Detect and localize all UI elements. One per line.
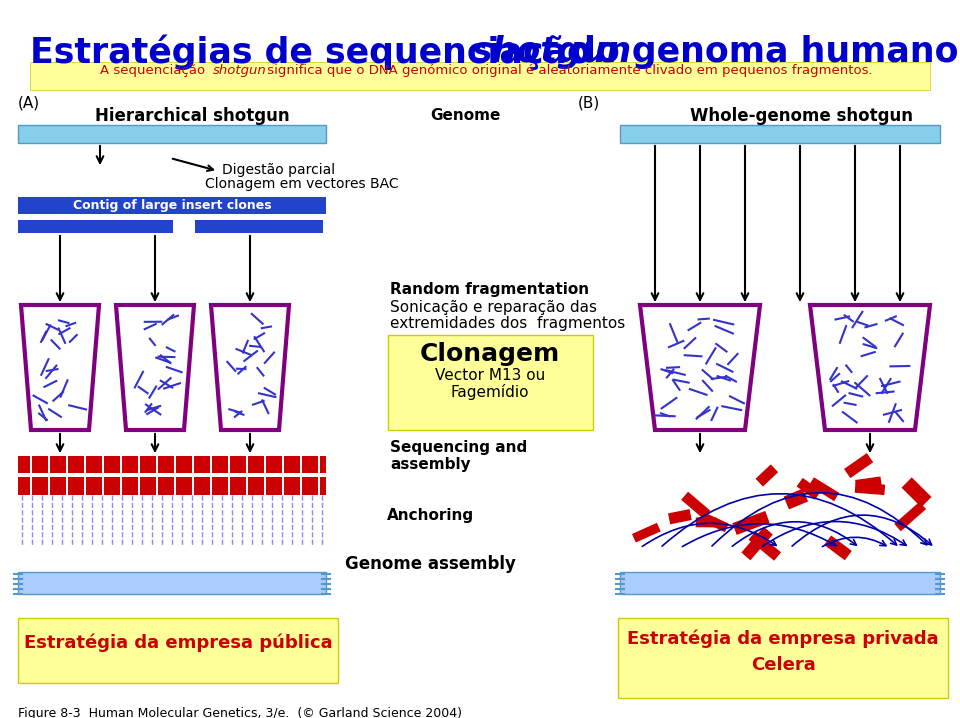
Bar <box>30 62 930 90</box>
Bar <box>102 456 104 473</box>
Polygon shape <box>640 305 760 430</box>
Text: Whole-genome shotgun: Whole-genome shotgun <box>690 107 913 125</box>
Bar <box>30 477 32 495</box>
Text: Figure 8-3  Human Molecular Genetics, 3/e.  (© Garland Science 2004): Figure 8-3 Human Molecular Genetics, 3/e… <box>18 707 462 718</box>
Bar <box>318 456 320 473</box>
Text: Estratégia da empresa privada: Estratégia da empresa privada <box>627 630 939 648</box>
Bar <box>174 456 176 473</box>
Bar <box>228 456 230 473</box>
Bar <box>749 531 781 561</box>
Bar <box>210 456 212 473</box>
Bar <box>18 197 326 214</box>
Bar <box>300 456 302 473</box>
Bar <box>854 482 885 495</box>
Text: shotgun: shotgun <box>472 35 633 69</box>
Polygon shape <box>21 305 99 430</box>
Bar <box>102 477 104 495</box>
Bar <box>138 477 140 495</box>
Bar <box>388 335 593 430</box>
Bar <box>18 456 326 473</box>
Bar <box>18 477 326 495</box>
Text: significa que o DNA genómico original é aleatoriamente clivado em pequenos fragm: significa que o DNA genómico original é … <box>263 64 873 77</box>
Bar <box>18 618 338 683</box>
Text: Estratégia da empresa pública: Estratégia da empresa pública <box>24 633 332 651</box>
Bar <box>756 465 779 487</box>
Bar <box>844 453 874 478</box>
Bar <box>618 618 948 698</box>
Bar <box>783 489 808 509</box>
Text: Celera: Celera <box>751 656 815 674</box>
Bar <box>797 478 821 500</box>
Bar <box>138 456 140 473</box>
Bar <box>18 220 173 233</box>
Bar <box>195 220 323 233</box>
Bar <box>682 492 710 519</box>
Bar <box>620 572 940 594</box>
Bar <box>824 536 852 560</box>
Bar <box>174 477 176 495</box>
Bar <box>732 511 770 535</box>
Text: Vector M13 ou: Vector M13 ou <box>435 368 545 383</box>
Bar <box>741 527 773 560</box>
Bar <box>228 477 230 495</box>
Bar <box>18 572 326 594</box>
Bar <box>855 477 882 490</box>
Bar <box>66 456 68 473</box>
Bar <box>809 477 839 501</box>
Text: Genome assembly: Genome assembly <box>345 555 516 573</box>
Text: do genoma humano: do genoma humano <box>559 35 958 69</box>
Text: Estratégias de sequenciação: Estratégias de sequenciação <box>30 35 603 70</box>
Bar <box>282 456 284 473</box>
Text: Clonagem: Clonagem <box>420 342 560 366</box>
Text: Random fragmentation: Random fragmentation <box>390 282 589 297</box>
Text: extremidades dos  fragmentos: extremidades dos fragmentos <box>390 316 625 331</box>
Bar <box>48 477 50 495</box>
Text: (B): (B) <box>578 95 600 110</box>
Text: (A): (A) <box>18 95 40 110</box>
Bar <box>696 518 717 528</box>
Bar <box>282 477 284 495</box>
Bar <box>18 125 326 143</box>
Text: shotgun: shotgun <box>213 64 267 77</box>
Bar <box>668 509 692 524</box>
Bar <box>300 477 302 495</box>
Text: Sonicação e reparação das: Sonicação e reparação das <box>390 300 597 315</box>
Bar <box>246 477 248 495</box>
Bar <box>632 523 660 543</box>
Text: Clonagem em vectores BAC: Clonagem em vectores BAC <box>205 177 398 191</box>
Bar <box>120 456 122 473</box>
Text: Sequencing and
assembly: Sequencing and assembly <box>390 440 527 472</box>
Text: A sequenciação: A sequenciação <box>100 64 209 77</box>
Text: Genome: Genome <box>430 108 500 123</box>
Bar <box>156 456 158 473</box>
Bar <box>264 456 266 473</box>
Bar <box>84 456 86 473</box>
Bar <box>84 477 86 495</box>
Bar <box>66 477 68 495</box>
Bar <box>318 477 320 495</box>
Bar <box>30 456 32 473</box>
Bar <box>192 456 194 473</box>
Polygon shape <box>810 305 930 430</box>
Bar <box>210 477 212 495</box>
Polygon shape <box>211 305 289 430</box>
Bar <box>901 477 931 507</box>
Bar <box>48 456 50 473</box>
Text: Fagemídio: Fagemídio <box>451 384 529 400</box>
Bar <box>192 477 194 495</box>
Bar <box>246 456 248 473</box>
Text: Contig of large insert clones: Contig of large insert clones <box>73 198 272 212</box>
Bar <box>156 477 158 495</box>
Bar <box>700 512 729 532</box>
Bar <box>264 477 266 495</box>
Polygon shape <box>116 305 194 430</box>
Bar <box>895 502 926 531</box>
Text: Digestão parcial: Digestão parcial <box>222 163 335 177</box>
Text: Anchoring: Anchoring <box>387 508 473 523</box>
Bar <box>120 477 122 495</box>
Text: Hierarchical shotgun: Hierarchical shotgun <box>95 107 290 125</box>
Bar <box>620 125 940 143</box>
